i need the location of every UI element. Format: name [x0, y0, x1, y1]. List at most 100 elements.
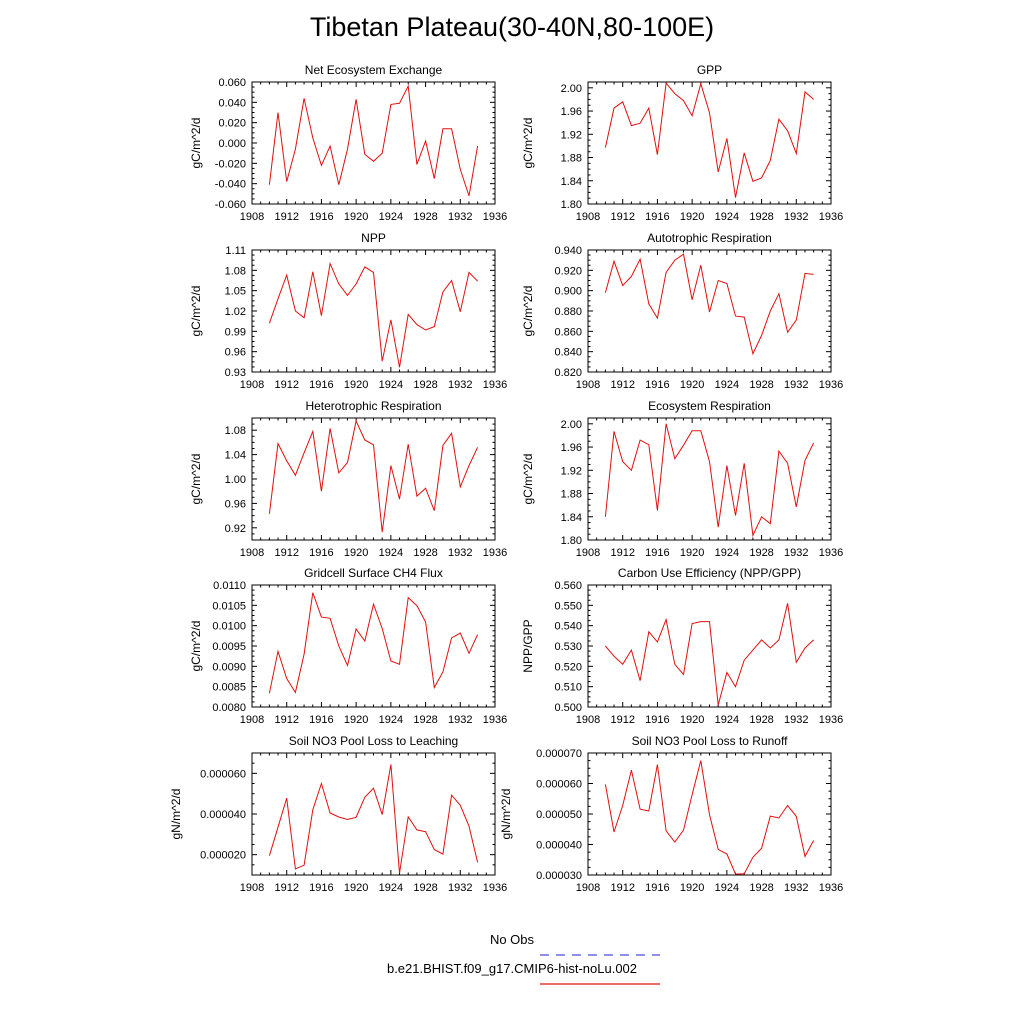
- y-tick-label: 0.000030: [536, 870, 582, 882]
- x-tick-label: 1936: [483, 211, 507, 223]
- y-tick-label: 1.00: [225, 474, 246, 486]
- x-tick-label: 1936: [819, 211, 843, 223]
- chart-2: NPP 1908 1912 1916 1920 1924 1928 1932 1936 0.93 0…: [189, 231, 507, 391]
- y-tick-label: 0.000040: [536, 840, 582, 852]
- chart-9: Soil NO3 Pool Loss to Runoff 1908 1912 1916…: [499, 734, 843, 894]
- y-tick-label: 0.860: [554, 326, 582, 338]
- x-tick-label: 1924: [379, 547, 403, 559]
- y-axis-label: gC/m^2/d: [189, 286, 203, 337]
- y-axis-label: gC/m^2/d: [189, 621, 203, 672]
- y-tick-label: 0.92: [225, 523, 246, 535]
- x-tick-label: 1928: [413, 714, 437, 726]
- panel-title: Net Ecosystem Exchange: [305, 63, 443, 77]
- x-tick-label: 1908: [576, 547, 600, 559]
- plot-frame: [587, 81, 832, 205]
- plot-frame: [587, 417, 832, 541]
- y-axis-label: gC/m^2/d: [189, 454, 203, 505]
- y-axis-label: gN/m^2/d: [169, 789, 183, 840]
- y-tick-label: 1.84: [561, 512, 582, 524]
- series-line: [268, 261, 478, 368]
- x-tick-label: 1908: [240, 714, 264, 726]
- y-tick-label: 0.040: [218, 97, 246, 109]
- x-tick-label: 1908: [576, 379, 600, 391]
- x-tick-label: 1912: [274, 547, 298, 559]
- panel-title: Carbon Use Efficiency (NPP/GPP): [618, 566, 801, 580]
- y-tick-label: 0.0100: [212, 621, 246, 633]
- y-tick-label: 0.000: [218, 138, 246, 150]
- y-tick-label: 0.530: [554, 641, 582, 653]
- y-tick-label: 0.000060: [536, 779, 582, 791]
- y-tick-label: 0.510: [554, 682, 582, 694]
- y-tick-label: -0.040: [215, 179, 246, 191]
- series-line: [268, 419, 479, 533]
- x-tick-label: 1932: [784, 882, 808, 894]
- y-tick-label: 0.000070: [536, 748, 582, 760]
- x-tick-label: 1912: [610, 714, 634, 726]
- x-tick-label: 1912: [610, 882, 634, 894]
- y-tick-label: 0.000050: [536, 809, 582, 821]
- y-tick-label: 1.92: [561, 129, 582, 141]
- y-tick-label: 0.840: [554, 347, 582, 359]
- x-tick-label: 1920: [344, 714, 368, 726]
- y-tick-label: 1.80: [561, 199, 582, 211]
- x-tick-label: 1912: [610, 547, 634, 559]
- y-tick-label: 1.11: [225, 245, 246, 257]
- plot-frame: [251, 81, 496, 205]
- x-tick-label: 1920: [680, 882, 704, 894]
- chart-5: Ecosystem Respiration 1908 1912 1916 1920 192…: [521, 399, 843, 559]
- x-tick-label: 1920: [680, 714, 704, 726]
- x-tick-label: 1912: [610, 379, 634, 391]
- x-tick-label: 1928: [749, 211, 773, 223]
- x-tick-label: 1928: [749, 547, 773, 559]
- x-tick-label: 1924: [715, 211, 739, 223]
- x-tick-label: 1928: [413, 211, 437, 223]
- series-line: [268, 84, 479, 197]
- plot-frame: [251, 249, 496, 373]
- series-line: [604, 81, 814, 198]
- x-tick-label: 1916: [645, 211, 669, 223]
- series-line: [268, 764, 479, 874]
- x-tick-label: 1932: [448, 379, 472, 391]
- y-tick-label: 0.0085: [212, 682, 246, 694]
- y-tick-label: 2.00: [561, 83, 582, 95]
- x-tick-label: 1932: [448, 547, 472, 559]
- y-tick-label: 1.05: [225, 286, 246, 298]
- y-tick-label: 0.020: [218, 118, 246, 130]
- x-tick-label: 1920: [344, 211, 368, 223]
- x-tick-label: 1928: [413, 882, 437, 894]
- y-tick-label: 0.000020: [200, 850, 246, 862]
- y-tick-label: 0.0095: [212, 641, 246, 653]
- x-tick-label: 1916: [309, 379, 333, 391]
- y-tick-label: 0.560: [554, 580, 582, 592]
- y-tick-label: 1.02: [225, 306, 246, 318]
- x-tick-label: 1932: [448, 714, 472, 726]
- x-tick-label: 1908: [240, 547, 264, 559]
- figure-title: Tibetan Plateau(30-40N,80-100E): [309, 12, 715, 42]
- chart-4: Heterotrophic Respiration 1908 1912 1916 192…: [189, 399, 507, 559]
- y-tick-label: 1.04: [225, 450, 246, 462]
- x-tick-label: 1924: [715, 547, 739, 559]
- y-tick-label: 0.060: [218, 77, 246, 89]
- x-tick-label: 1908: [576, 882, 600, 894]
- y-tick-label: 1.08: [225, 425, 246, 437]
- y-tick-label: 0.0105: [212, 600, 246, 612]
- x-tick-label: 1924: [379, 882, 403, 894]
- x-tick-label: 1936: [483, 547, 507, 559]
- x-tick-label: 1916: [309, 211, 333, 223]
- y-tick-label: 0.000060: [200, 768, 246, 780]
- x-tick-label: 1908: [576, 714, 600, 726]
- x-tick-label: 1920: [344, 547, 368, 559]
- x-tick-label: 1908: [576, 211, 600, 223]
- x-tick-label: 1920: [680, 379, 704, 391]
- x-tick-label: 1936: [483, 882, 507, 894]
- x-tick-label: 1932: [448, 882, 472, 894]
- panel-title: Soil NO3 Pool Loss to Runoff: [632, 734, 789, 748]
- y-tick-label: 1.84: [561, 176, 582, 188]
- x-tick-label: 1912: [274, 379, 298, 391]
- y-tick-label: -0.020: [215, 158, 246, 170]
- chart-3: Autotrophic Respiration 1908 1912 1916 1920 1…: [521, 231, 843, 391]
- y-tick-label: 0.96: [225, 347, 246, 359]
- legend-label-no-obs: No Obs: [489, 932, 535, 947]
- x-tick-label: 1936: [819, 379, 843, 391]
